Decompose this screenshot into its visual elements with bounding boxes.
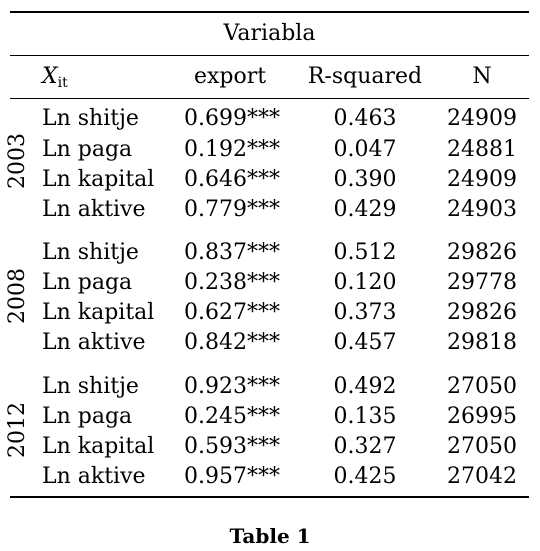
n-value: 29778 bbox=[447, 270, 517, 295]
export-value: 0.192*** bbox=[184, 137, 280, 162]
n-value: 29818 bbox=[447, 330, 517, 355]
export-value: 0.238*** bbox=[184, 270, 280, 295]
rsq-value: 0.120 bbox=[333, 270, 397, 295]
n-value: 24903 bbox=[447, 197, 517, 222]
row-label: Ln shitje bbox=[42, 240, 139, 265]
col-n-header: N bbox=[472, 64, 492, 89]
top-rule bbox=[10, 11, 529, 13]
table-caption: Table 1 bbox=[229, 524, 311, 548]
rsq-value: 0.429 bbox=[333, 197, 397, 222]
col-rsq-header: R-squared bbox=[307, 64, 423, 89]
group-title: Variabla bbox=[223, 21, 316, 46]
export-value: 0.842*** bbox=[184, 330, 280, 355]
year-label: 2008 bbox=[5, 268, 30, 324]
year-label: 2003 bbox=[5, 133, 30, 189]
export-value: 0.837*** bbox=[184, 240, 280, 265]
rsq-value: 0.463 bbox=[333, 106, 397, 131]
export-value: 0.593*** bbox=[184, 434, 280, 459]
row-label: Ln kapital bbox=[42, 300, 155, 325]
n-value: 29826 bbox=[447, 240, 517, 265]
rsq-value: 0.492 bbox=[333, 374, 397, 399]
col-x-main: X bbox=[42, 64, 58, 89]
export-value: 0.627*** bbox=[184, 300, 280, 325]
col-x-header: Xit bbox=[42, 64, 68, 96]
rsq-value: 0.425 bbox=[333, 464, 397, 489]
row-label: Ln kapital bbox=[42, 434, 155, 459]
n-value: 24881 bbox=[447, 137, 517, 162]
col-x-sub: it bbox=[57, 75, 68, 91]
export-value: 0.957*** bbox=[184, 464, 280, 489]
row-label: Ln paga bbox=[42, 404, 133, 429]
row-label: Ln aktive bbox=[42, 197, 146, 222]
export-value: 0.646*** bbox=[184, 167, 280, 192]
group-header-rule bbox=[10, 55, 529, 56]
row-label: Ln aktive bbox=[42, 330, 146, 355]
rsq-value: 0.457 bbox=[333, 330, 397, 355]
rsq-value: 0.373 bbox=[333, 300, 397, 325]
rsq-value: 0.047 bbox=[333, 137, 397, 162]
row-label: Ln paga bbox=[42, 270, 133, 295]
row-label: Ln kapital bbox=[42, 167, 155, 192]
header-rule bbox=[10, 98, 529, 99]
n-value: 24909 bbox=[447, 106, 517, 131]
row-label: Ln aktive bbox=[42, 464, 146, 489]
bottom-rule bbox=[10, 496, 529, 498]
export-value: 0.699*** bbox=[184, 106, 280, 131]
n-value: 27050 bbox=[447, 434, 517, 459]
n-value: 24909 bbox=[447, 167, 517, 192]
export-value: 0.779*** bbox=[184, 197, 280, 222]
n-value: 27042 bbox=[447, 464, 517, 489]
export-value: 0.245*** bbox=[184, 404, 280, 429]
n-value: 29826 bbox=[447, 300, 517, 325]
row-label: Ln shitje bbox=[42, 106, 139, 131]
export-value: 0.923*** bbox=[184, 374, 280, 399]
n-value: 27050 bbox=[447, 374, 517, 399]
col-export-header: export bbox=[193, 64, 267, 89]
rsq-value: 0.135 bbox=[333, 404, 397, 429]
year-label: 2012 bbox=[5, 402, 30, 458]
rsq-value: 0.512 bbox=[333, 240, 397, 265]
row-label: Ln paga bbox=[42, 137, 133, 162]
rsq-value: 0.327 bbox=[333, 434, 397, 459]
n-value: 26995 bbox=[447, 404, 517, 429]
rsq-value: 0.390 bbox=[333, 167, 397, 192]
row-label: Ln shitje bbox=[42, 374, 139, 399]
